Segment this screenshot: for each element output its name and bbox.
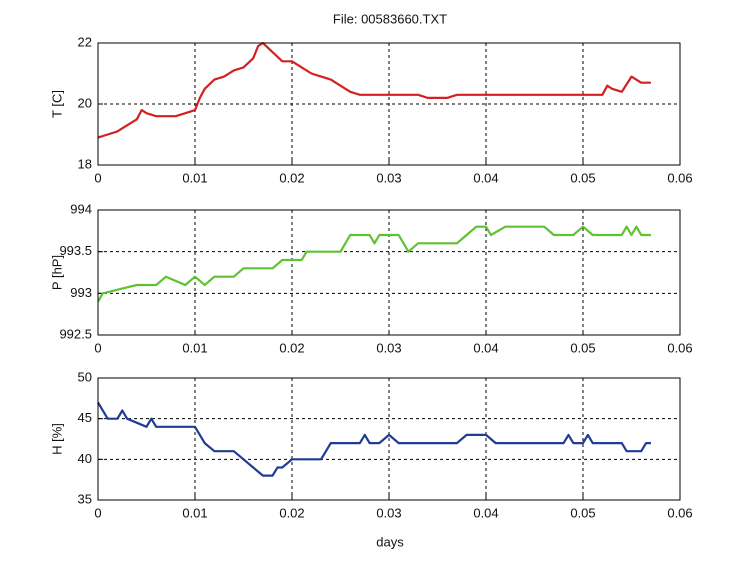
data-line: [97, 401, 651, 477]
x-tick-label: 0.03: [376, 170, 401, 185]
axes-box: [97, 377, 681, 501]
x-tick-label: 0.02: [279, 505, 304, 520]
axes-box: [97, 209, 681, 336]
x-tick-label: 0.05: [570, 170, 595, 185]
x-tick-label: 0.02: [279, 170, 304, 185]
data-line: [97, 41, 651, 139]
y-axis-label: P [hP]: [49, 255, 64, 290]
y-tick-label: 994: [70, 201, 92, 216]
x-tick-label: 0.06: [667, 170, 692, 185]
x-tick-label: 0.01: [182, 505, 207, 520]
y-tick-label: 992.5: [59, 326, 92, 341]
chart-title: File: 00583660.TXT: [333, 11, 447, 26]
x-tick-label: 0.01: [182, 170, 207, 185]
x-tick-label: 0.06: [667, 340, 692, 355]
y-tick-label: 993.5: [59, 243, 92, 258]
y-tick-label: 20: [78, 95, 92, 110]
x-tick-label: 0.04: [473, 170, 498, 185]
data-line: [97, 225, 651, 303]
x-tick-label: 0: [94, 505, 101, 520]
x-axis-label: days: [376, 534, 404, 549]
x-tick-label: 0.06: [667, 505, 692, 520]
axes-box: [97, 42, 681, 166]
x-tick-label: 0.05: [570, 505, 595, 520]
y-tick-label: 22: [78, 34, 92, 49]
y-tick-label: 18: [78, 156, 92, 171]
x-tick-label: 0.04: [473, 505, 498, 520]
x-tick-label: 0.04: [473, 340, 498, 355]
x-tick-label: 0: [94, 340, 101, 355]
y-tick-label: 993: [70, 285, 92, 300]
y-tick-label: 45: [78, 410, 92, 425]
y-tick-label: 50: [78, 369, 92, 384]
y-tick-label: 35: [78, 491, 92, 506]
y-axis-label: H [%]: [49, 423, 64, 455]
x-tick-label: 0.03: [376, 505, 401, 520]
x-tick-label: 0.03: [376, 340, 401, 355]
y-axis-label: T [C]: [49, 90, 64, 118]
x-tick-label: 0.01: [182, 340, 207, 355]
y-tick-label: 40: [78, 451, 92, 466]
x-tick-label: 0.05: [570, 340, 595, 355]
x-tick-label: 0: [94, 170, 101, 185]
x-tick-label: 0.02: [279, 340, 304, 355]
